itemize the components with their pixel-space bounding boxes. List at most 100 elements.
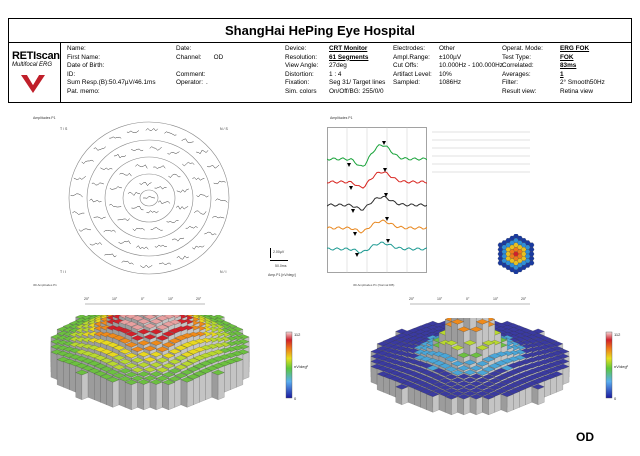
- prism-top: [444, 381, 458, 387]
- prism-top: [131, 367, 145, 373]
- prism-top: [482, 394, 496, 400]
- plot3d-left-surface: [50, 315, 250, 410]
- prism-top: [186, 357, 200, 364]
- prism-top: [137, 362, 151, 368]
- prism-top: [155, 335, 169, 341]
- prism-top: [395, 384, 409, 390]
- colorbar-right-max: 112: [614, 332, 621, 337]
- prism-top: [407, 383, 421, 389]
- prism-side: [199, 373, 206, 403]
- prism-top: [174, 335, 188, 341]
- local-trace: [89, 242, 103, 246]
- tick: 20°: [521, 297, 527, 301]
- prism-top: [444, 394, 458, 400]
- prism-top: [180, 369, 194, 375]
- corner-label-ni: N / I: [220, 270, 227, 274]
- sim-colors-label: Sim. colors: [285, 87, 317, 95]
- prism-top: [162, 331, 176, 337]
- prism-top: [469, 365, 483, 371]
- sim-colors-value: On/Off/BG: 255/0/0: [329, 87, 384, 95]
- prism-top: [162, 379, 176, 385]
- local-trace: [117, 218, 130, 222]
- prism-side: [100, 376, 107, 405]
- prism-side: [87, 370, 95, 400]
- prism-top: [162, 352, 176, 359]
- prism-top: [112, 355, 126, 361]
- ring-trace: [327, 219, 427, 234]
- averages-value: 1: [560, 70, 564, 78]
- prism-top: [174, 364, 188, 370]
- prism-top: [149, 351, 163, 357]
- local-trace: [93, 146, 106, 151]
- plot3d-left-title: 3D Amplitudes P1: [33, 283, 57, 287]
- comment-label: Comment:: [176, 70, 206, 78]
- prism-side: [112, 379, 120, 408]
- prism-top: [131, 346, 145, 352]
- prism-top: [451, 345, 465, 351]
- prism-top: [106, 377, 120, 383]
- corner-label-ti: T / I: [60, 270, 66, 274]
- colorbar-left-unit: nV/deg²: [294, 364, 309, 369]
- prism-top: [174, 355, 188, 361]
- prism-top: [199, 360, 213, 367]
- tick: 0°: [466, 297, 470, 301]
- ring-values-table: [432, 131, 530, 173]
- time-scale-bar: [270, 260, 288, 261]
- local-trace: [93, 216, 106, 220]
- prism-side: [236, 359, 243, 388]
- prism-top: [513, 386, 526, 392]
- prism-side: [463, 396, 471, 415]
- prism-top: [426, 379, 440, 385]
- prism-top: [494, 375, 508, 381]
- info-header: RETIscan Multifocal ERG Name: First Name…: [8, 42, 632, 103]
- prism-side: [420, 391, 427, 410]
- local-trace: [135, 164, 148, 169]
- prism-top: [500, 391, 514, 397]
- local-trace: [104, 253, 117, 258]
- tick: 20°: [84, 297, 90, 301]
- artifact-level-label: Artifact Level:: [393, 70, 432, 78]
- prism-side: [538, 386, 545, 405]
- logo-subtitle: Multifocal ERG: [12, 62, 53, 68]
- prism-top: [100, 357, 114, 364]
- mode-values: ERG FOK FOK 83ms 1 2° Smooth50Hz Retina …: [560, 45, 605, 97]
- prism-side: [205, 370, 213, 400]
- ampl-range-label: Ampl.Range:: [393, 53, 430, 61]
- prism-side: [438, 393, 446, 413]
- ring-trace: [327, 144, 427, 167]
- local-trace: [192, 177, 205, 181]
- prism-top: [155, 375, 169, 381]
- prism-side: [69, 363, 76, 393]
- local-trace: [158, 262, 172, 266]
- prism-side: [519, 388, 526, 408]
- filter-value: 2° Smooth50Hz: [560, 79, 605, 87]
- roland-logo-icon: [21, 75, 45, 93]
- local-trace: [109, 186, 122, 190]
- prism-top: [124, 352, 138, 359]
- prism-top: [488, 363, 502, 369]
- operator-value: .: [206, 79, 208, 87]
- prism-top: [475, 345, 489, 351]
- prism-top: [494, 360, 508, 366]
- prism-top: [162, 321, 176, 327]
- prism-top: [131, 335, 145, 341]
- prism-top: [118, 348, 132, 355]
- prism-top: [131, 324, 145, 330]
- operator-label: Operator:: [176, 79, 203, 87]
- prism-top: [168, 338, 182, 344]
- prism-top: [482, 381, 496, 387]
- prism-top: [500, 372, 514, 378]
- prism-side: [180, 379, 188, 408]
- prism-side: [383, 376, 390, 395]
- prism-top: [143, 366, 157, 373]
- prism-side: [94, 373, 101, 403]
- patient-meta: Date: Channel: OD Comment: Operator:.: [176, 45, 223, 88]
- prism-top: [432, 375, 446, 381]
- prism-side: [544, 378, 551, 398]
- local-trace: [136, 245, 149, 250]
- eye-label: OD: [576, 430, 594, 444]
- prism-top: [475, 370, 489, 376]
- local-trace: [145, 128, 158, 132]
- prism-top: [506, 382, 520, 388]
- prism-top: [100, 374, 114, 380]
